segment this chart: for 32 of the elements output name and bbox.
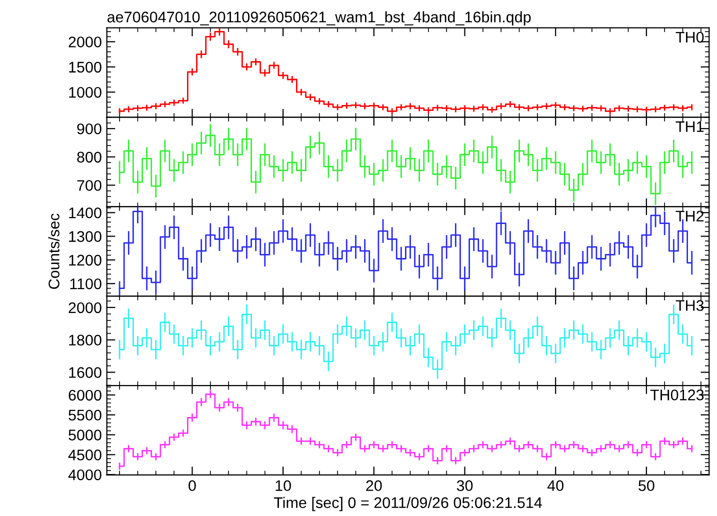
y-tick-label: 4500 [68,450,102,460]
y-tick-label: 2000 [68,36,102,48]
y-tick-label: 1400 [69,207,102,218]
x-tick-label: 40 [547,480,564,492]
y-tick-label: 1100 [70,278,102,290]
y-tick-label: 1200 [69,254,102,266]
y-tick-label: 1000 [69,86,102,98]
series-label: TH2 [676,210,704,222]
y-tick-label: 1500 [69,62,102,73]
y-tick-label: 800 [77,152,102,163]
y-tick-label: 900 [77,123,102,134]
text: TH0 [676,32,704,43]
series-label: TH3 [676,300,704,311]
y-tick-label: 1800 [69,334,102,346]
y-tick-label: 4000 [68,469,102,480]
series-label: TH1 [676,121,704,132]
y-tick-label: 2000 [68,302,102,314]
x-tick-label: 50 [638,480,654,492]
chart-title: ae706047010_20110926050621_wam1_bst_4band_16bin.qdp [107,11,531,26]
y-tick-label: 1600 [69,367,102,378]
y-tick-label: 1300 [69,231,102,242]
x-tick-label: 0 [188,480,196,492]
x-tick-label: 30 [456,480,473,492]
x-tick-label: 20 [366,480,382,492]
y-tick-label: 5500 [68,410,102,421]
y-axis-title: Counts/sec [48,214,60,289]
x-tick-label: 10 [276,480,291,492]
y-tick-label: 5000 [68,430,102,440]
y-tick-label: 6000 [68,390,102,401]
x-axis-title: Time [sec] 0 = 2011/09/26 05:06:21.514 [274,496,542,512]
y-tick-label: 700 [77,180,102,191]
text: TH0123 [650,390,704,400]
